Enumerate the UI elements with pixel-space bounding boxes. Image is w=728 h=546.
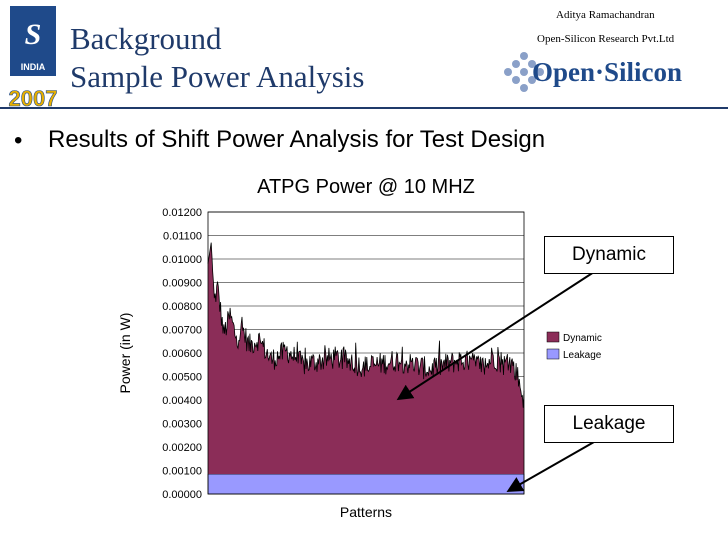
y-tick-label: 0.00700 <box>162 325 202 337</box>
bullet-text: Results of Shift Power Analysis for Test… <box>48 126 546 153</box>
y-tick-label: 0.00900 <box>162 278 202 290</box>
open-silicon-logo: Open·Silicon <box>504 52 682 92</box>
legend-label-dynamic: Dynamic <box>563 333 602 344</box>
title-line-1: Background <box>70 21 222 56</box>
svg-text:INDIA: INDIA <box>21 62 46 72</box>
company-name: Open-Silicon Research Pvt.Ltd <box>537 33 675 45</box>
svg-text:S: S <box>25 18 42 51</box>
power-chart: ATPG Power @ 10 MHZ 0.00000 0.00100 0.0020… <box>117 176 602 520</box>
dynamic-area <box>208 242 524 475</box>
y-tick-label: 0.00000 <box>162 489 202 501</box>
legend-label-leakage: Leakage <box>563 350 602 361</box>
header-divider <box>0 107 728 109</box>
leakage-area <box>207 473 525 495</box>
dynamic-arrow <box>396 271 595 401</box>
slide-title: Background Sample Power Analysis <box>70 20 365 96</box>
legend-swatch-dynamic <box>546 331 560 343</box>
dynamic-line <box>207 242 525 408</box>
y-tick-label: 0.00300 <box>162 419 202 431</box>
leakage-arrow <box>506 441 595 492</box>
chart-legend: Dynamic Leakage <box>546 331 602 361</box>
bullet-marker: • <box>14 127 23 154</box>
y-axis-label: Power (in W) <box>117 313 133 394</box>
y-tick-label: 0.00400 <box>162 395 202 407</box>
y-tick-label: 0.00800 <box>162 301 202 313</box>
chart-title: ATPG Power @ 10 MHZ <box>257 176 475 198</box>
snug-india-2007-logo: S INDIA 2007 <box>8 6 58 110</box>
title-line-2: Sample Power Analysis <box>70 59 365 94</box>
svg-text:Open·Silicon: Open·Silicon <box>532 57 682 87</box>
y-tick-label: 0.01200 <box>162 207 202 219</box>
plot-frame <box>207 211 525 495</box>
y-tick-label: 0.01000 <box>162 254 202 266</box>
leakage-callout: Leakage <box>544 405 674 443</box>
y-tick-label: 0.01100 <box>163 231 202 243</box>
y-tick-label: 0.00500 <box>162 372 202 384</box>
svg-text:2007: 2007 <box>9 86 58 110</box>
dynamic-callout: Dynamic <box>544 236 674 274</box>
y-tick-label: 0.00100 <box>162 466 202 478</box>
y-tick-label: 0.00200 <box>162 442 202 454</box>
author-name: Aditya Ramachandran <box>556 9 655 21</box>
y-tick-label: 0.00600 <box>162 348 202 360</box>
legend-swatch-leakage <box>546 348 560 360</box>
x-axis-label: Patterns <box>340 504 392 520</box>
